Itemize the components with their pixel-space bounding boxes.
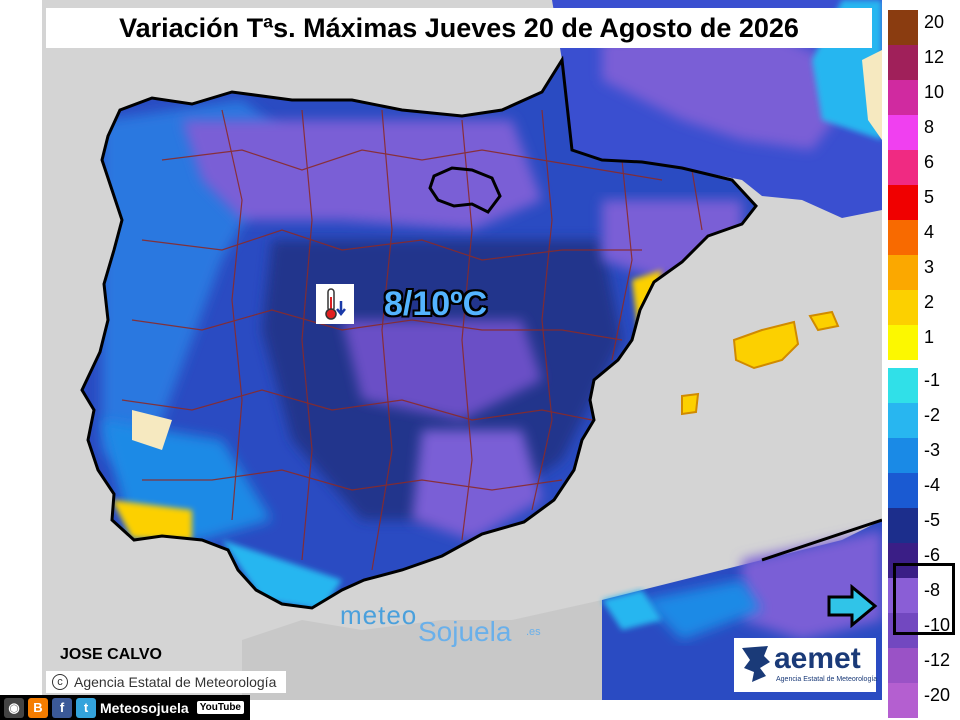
legend-item: -20 <box>886 683 958 718</box>
legend-item: -2 <box>886 403 958 438</box>
temperature-drop-label: 8/10ºC <box>384 285 487 324</box>
legend-label: 2 <box>924 292 934 313</box>
legend-label: -5 <box>924 510 940 531</box>
legend-item: 4 <box>886 220 958 255</box>
legend-item: 6 <box>886 150 958 185</box>
watermark-suffix: .es <box>526 626 541 638</box>
map-canvas <box>42 0 882 700</box>
legend-label: 3 <box>924 257 934 278</box>
watermark-sojuela: Sojuela <box>418 616 511 648</box>
legend-item: 12 <box>886 45 958 80</box>
legend-label: 4 <box>924 222 934 243</box>
legend-item: 3 <box>886 255 958 290</box>
temperature-map <box>42 0 882 700</box>
legend-label: 20 <box>924 12 944 33</box>
legend-label: -2 <box>924 405 940 426</box>
legend-swatch <box>888 255 918 290</box>
legend-swatch <box>888 10 918 45</box>
legend-label: -3 <box>924 440 940 461</box>
blogger-icon[interactable]: B <box>28 698 48 718</box>
legend-swatch <box>888 403 918 438</box>
instagram-icon[interactable]: ◉ <box>4 698 24 718</box>
legend-swatch <box>888 683 918 718</box>
legend-label: -4 <box>924 475 940 496</box>
facebook-icon[interactable]: f <box>52 698 72 718</box>
legend-swatch <box>888 648 918 683</box>
copyright-icon: c <box>52 674 68 690</box>
legend-swatch <box>888 325 918 360</box>
agency-name: Agencia Estatal de Meteorología <box>74 674 276 690</box>
legend-item: -12 <box>886 648 958 683</box>
legend-item: 5 <box>886 185 958 220</box>
twitter-icon[interactable]: t <box>76 698 96 718</box>
legend-label: -20 <box>924 685 950 706</box>
aemet-symbol-icon <box>738 642 774 686</box>
legend-item: -1 <box>886 368 958 403</box>
legend-swatch <box>888 368 918 403</box>
author-name: JOSE CALVO <box>60 646 162 664</box>
legend-item: 10 <box>886 80 958 115</box>
legend-swatch <box>888 80 918 115</box>
social-bar: ◉ B f t Meteosojuela YouTube <box>0 695 250 720</box>
legend-swatch <box>888 473 918 508</box>
legend-label: -1 <box>924 370 940 391</box>
aemet-logo: aemet Agencia Estatal de Meteorología <box>734 638 876 692</box>
map-title: Variación Tªs. Máximas Jueves 20 de Agos… <box>119 13 799 44</box>
legend-swatch <box>888 290 918 325</box>
aemet-name: aemet <box>774 642 861 676</box>
aemet-subtitle: Agencia Estatal de Meteorología <box>776 676 877 683</box>
legend-label: 1 <box>924 327 934 348</box>
legend-swatch <box>888 438 918 473</box>
legend-label: 12 <box>924 47 944 68</box>
legend-item: 8 <box>886 115 958 150</box>
legend-highlight-box <box>893 563 955 635</box>
legend-item: 1 <box>886 325 958 360</box>
legend-item: -4 <box>886 473 958 508</box>
social-account-label: Meteosojuela <box>100 700 189 716</box>
agency-credit: c Agencia Estatal de Meteorología <box>46 671 286 693</box>
legend-swatch <box>888 508 918 543</box>
map-title-box: Variación Tªs. Máximas Jueves 20 de Agos… <box>46 8 872 48</box>
arrow-right-icon <box>826 584 878 633</box>
legend-label: 5 <box>924 187 934 208</box>
legend-label: -12 <box>924 650 950 671</box>
youtube-icon[interactable]: YouTube <box>197 701 244 714</box>
legend-item: 20 <box>886 10 958 45</box>
legend-swatch <box>888 45 918 80</box>
temperature-badge: 8/10ºC <box>316 284 516 324</box>
legend-item: -3 <box>886 438 958 473</box>
watermark-meteo: meteo <box>340 600 417 631</box>
legend-item: -5 <box>886 508 958 543</box>
legend-swatch <box>888 185 918 220</box>
legend-item: 2 <box>886 290 958 325</box>
legend-swatch <box>888 220 918 255</box>
legend-swatch <box>888 115 918 150</box>
legend-label: 10 <box>924 82 944 103</box>
legend-swatch <box>888 150 918 185</box>
thermometer-down-icon <box>316 284 354 324</box>
legend-label: 6 <box>924 152 934 173</box>
legend-label: 8 <box>924 117 934 138</box>
